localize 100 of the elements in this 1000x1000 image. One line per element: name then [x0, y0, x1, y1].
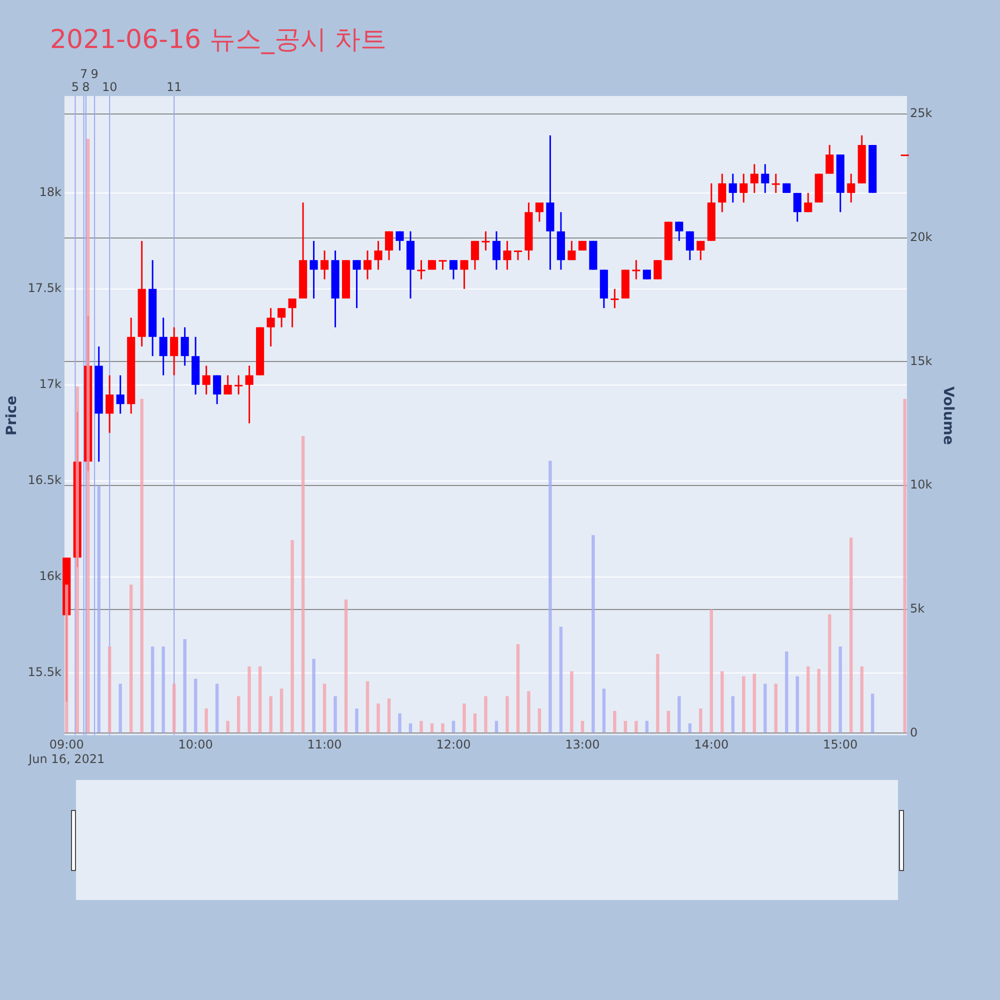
y2-axis-title: Volume: [940, 386, 956, 445]
ref-line-label: 9: [90, 67, 98, 82]
bar: [258, 666, 262, 733]
y-tick-label: 16k: [39, 568, 62, 583]
bar: [785, 651, 788, 733]
ref-line-label: 10: [102, 80, 118, 94]
candlestick: [396, 230, 404, 252]
candlestick: [224, 374, 232, 396]
candlestick: [278, 307, 286, 328]
ref-line-label: 5: [71, 80, 80, 94]
bar: [376, 704, 380, 733]
candlestick: [826, 144, 834, 174]
bar: [764, 684, 767, 733]
candlestick: [740, 172, 748, 204]
bar: [344, 599, 348, 733]
y-tick-label: 17.5k: [28, 281, 62, 296]
candlestick: [159, 316, 168, 376]
candlestick: [170, 326, 178, 376]
y2-tick-label: 10k: [910, 478, 932, 492]
candlestick: [470, 240, 480, 270]
bar: [870, 694, 874, 733]
x-tick-label: 11:00: [307, 738, 342, 752]
bar: [183, 639, 186, 733]
candlestick: [718, 172, 726, 213]
bar: [678, 696, 681, 733]
bar: [903, 398, 906, 733]
candlestick: [514, 250, 522, 261]
candlestick: [772, 172, 780, 194]
candlestick: [320, 250, 329, 280]
candlestick: [363, 250, 372, 280]
bar: [849, 538, 853, 733]
candlestick: [245, 364, 254, 424]
bar: [828, 614, 832, 733]
candlestick: [535, 202, 544, 222]
candlestick: [750, 163, 758, 194]
bar: [817, 668, 820, 733]
bar: [860, 666, 864, 733]
candlestick: [568, 240, 576, 261]
bar: [97, 486, 100, 733]
candlestick: [847, 172, 856, 204]
bar: [838, 646, 842, 733]
bar: [194, 678, 198, 733]
y-tick-label: 17k: [39, 377, 62, 392]
bar: [215, 684, 219, 733]
bar: [452, 720, 456, 733]
bar: [506, 696, 509, 733]
candlestick: [449, 259, 458, 280]
candlestick: [610, 288, 619, 309]
bar: [527, 691, 530, 733]
bar: [204, 708, 208, 733]
bar: [548, 460, 552, 733]
bar: [140, 398, 144, 733]
bar: [172, 684, 176, 733]
bar: [656, 654, 660, 733]
candlestick: [213, 374, 222, 405]
bar: [613, 710, 616, 733]
candlestick: [384, 230, 394, 261]
candlestick: [374, 240, 382, 270]
candlestick: [310, 240, 318, 300]
candlestick: [503, 240, 512, 270]
candlestick: [234, 374, 243, 396]
bar: [248, 666, 251, 733]
bar: [312, 658, 316, 733]
x-tick-label: 12:00: [436, 738, 471, 752]
x-tick-label: 14:00: [694, 738, 729, 752]
bar: [710, 609, 714, 733]
bar: [366, 681, 370, 733]
bar: [559, 626, 563, 733]
bar: [720, 671, 724, 733]
bar: [462, 704, 466, 733]
bar: [129, 584, 133, 733]
bar: [290, 540, 294, 733]
candlestick: [116, 374, 124, 414]
bar: [731, 696, 735, 733]
candlestick: [482, 230, 490, 252]
bar: [592, 535, 595, 733]
y-axis-title: Price: [4, 396, 20, 436]
bar: [796, 676, 799, 733]
y-tick-label: 15.5k: [28, 664, 62, 679]
y2-tick-label: 5k: [910, 602, 925, 616]
bar: [441, 723, 444, 733]
bar: [322, 684, 326, 733]
candlestick: [654, 259, 662, 280]
candlestick: [438, 259, 447, 270]
y-tick-label: 16.5k: [28, 472, 62, 487]
bar: [774, 684, 778, 733]
bar: [150, 646, 154, 733]
candlestick: [675, 220, 684, 242]
x-tick-label: 13:00: [565, 738, 600, 752]
bar: [602, 688, 606, 733]
bar: [666, 710, 670, 733]
bar: [108, 646, 112, 733]
ref-line-label: 8: [82, 80, 90, 94]
ref-line-label: 7: [80, 67, 88, 82]
y2-tick-label: 15k: [910, 354, 932, 368]
x-tick-label: 15:00: [823, 738, 858, 752]
candlestick: [642, 268, 651, 280]
ref-line-label: 11: [166, 80, 182, 94]
candlestick: [460, 259, 468, 290]
bar: [624, 720, 628, 733]
